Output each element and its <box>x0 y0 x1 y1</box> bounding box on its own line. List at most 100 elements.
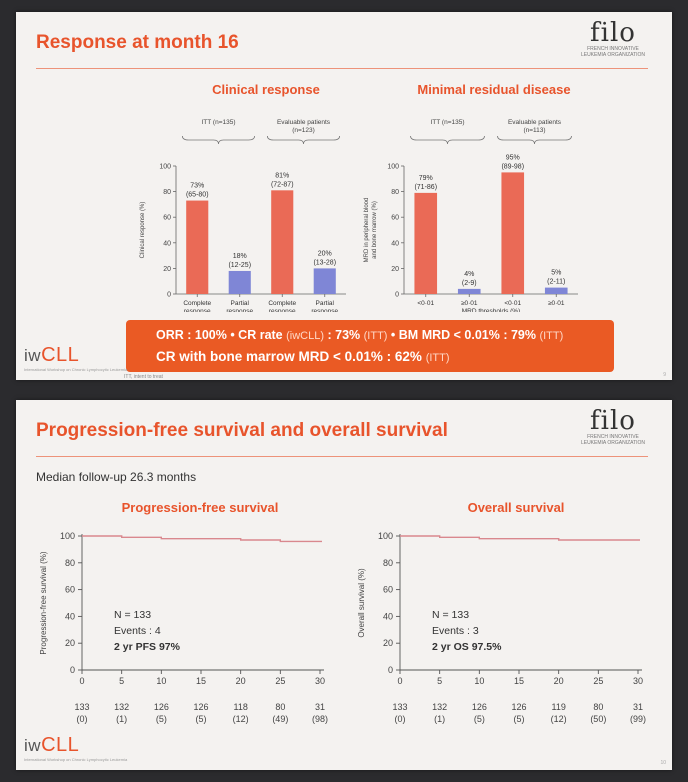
median-follow-up: Median follow-up 26.3 months <box>36 470 197 484</box>
logo-word: filo <box>590 406 636 436</box>
os-title: Overall survival <box>467 500 565 515</box>
group-brace <box>181 135 256 145</box>
logo-sub-line1: FRENCH INNOVATIVE <box>587 434 639 440</box>
survival-curve <box>400 535 640 541</box>
bar-ci-label: (72-87) <box>271 181 294 188</box>
category-label: response <box>226 308 253 312</box>
bar-ci-label: (13-28) <box>313 259 336 266</box>
bar <box>544 287 568 294</box>
x-tick-label: 10 <box>474 676 484 686</box>
group-label: ITT (n=135) <box>430 119 464 126</box>
bar-ci-label: (2-11) <box>547 279 565 286</box>
page-number: 10 <box>660 760 666 766</box>
banner-itt-note-1: (ITT) <box>363 330 388 342</box>
bar-value-label: 4% <box>464 271 474 278</box>
y-axis-label: and bone marrow (%) <box>372 201 378 259</box>
at-risk-censored: (5) <box>514 714 525 724</box>
iwcll-sub: International Workshop on Chronic Lympho… <box>24 367 128 372</box>
y-tick-label: 60 <box>163 215 171 222</box>
y-tick-label: 20 <box>383 638 393 648</box>
x-tick-label: 25 <box>593 676 603 686</box>
bar-value-label: 95% <box>506 154 520 161</box>
at-risk-censored: (0) <box>77 714 88 724</box>
at-risk-count: 133 <box>74 702 89 712</box>
group-sublabel: (n=113) <box>523 127 545 134</box>
bar-ci-label: (65-80) <box>186 192 209 199</box>
y-tick-label: 40 <box>65 611 75 621</box>
iwcll-wordmark: iwCLL <box>24 344 127 367</box>
bar-value-label: 73% <box>190 183 204 190</box>
bar-ci-label: (2-9) <box>462 280 477 287</box>
bar-value-label: 18% <box>233 253 247 260</box>
banner-cr-bm-mrd: CR with bone marrow MRD < 0.01% : 62% <box>156 349 426 364</box>
x-tick-label: 0 <box>79 676 84 686</box>
survival-curve <box>82 535 322 543</box>
bar <box>457 288 481 294</box>
filo-logo: filo FRENCH INNOVATIVE LEUKEMIA ORGANIZA… <box>568 20 658 58</box>
at-risk-censored: (49) <box>272 714 288 724</box>
bar-ci-label: (12-25) <box>228 262 251 269</box>
bar-value-label: 81% <box>275 172 289 179</box>
annotation-estimate: 2 yr OS 97.5% <box>432 641 502 653</box>
bar-value-label: 5% <box>551 270 561 277</box>
y-tick-label: 40 <box>163 240 171 247</box>
category-label: Partial <box>316 300 335 307</box>
bar <box>313 268 336 294</box>
y-axis-label: MRD in peripheral blood <box>364 198 370 263</box>
banner-cr-value: : 73% <box>324 328 364 342</box>
group-label: Evaluable patients <box>277 119 331 126</box>
at-risk-count: 31 <box>633 702 643 712</box>
category-label: response <box>311 308 338 312</box>
y-tick-label: 40 <box>383 611 393 621</box>
category-label: <0·01 <box>417 300 434 307</box>
group-label: Evaluable patients <box>508 119 562 126</box>
slide-response-month-16: Response at month 16 filo FRENCH INNOVAT… <box>16 12 672 380</box>
bar-ci-label: (71-86) <box>414 184 437 191</box>
y-tick-label: 100 <box>387 164 399 171</box>
y-tick-label: 20 <box>65 638 75 648</box>
annotation: Events : 4 <box>114 625 161 637</box>
group-brace <box>497 135 572 145</box>
banner-itt-note-2: (ITT) <box>539 330 564 342</box>
annotation: N = 133 <box>432 609 469 621</box>
category-label: response <box>269 308 296 312</box>
iwcll-logo: iwCLL International Workshop on Chronic … <box>24 734 127 762</box>
iwcll-pre: iw <box>24 736 42 755</box>
filo-logo: filo FRENCH INNOVATIVE LEUKEMIA ORGANIZA… <box>568 408 658 446</box>
y-tick-label: 100 <box>60 531 75 541</box>
group-sublabel: (n=123) <box>292 127 315 134</box>
bar-value-label: 20% <box>318 250 332 257</box>
y-tick-label: 60 <box>383 585 393 595</box>
category-label: response <box>184 308 211 312</box>
iwcll-logo: iwCLL International Workshop on Chronic … <box>24 344 127 372</box>
iwcll-wordmark: iwCLL <box>24 734 127 757</box>
clinical-response-title: Clinical response <box>212 82 320 97</box>
y-tick-label: 80 <box>65 558 75 568</box>
iwcll-sub: International Workshop on Chronic Lympho… <box>24 757 128 762</box>
group-label: ITT (n=135) <box>201 119 235 126</box>
y-tick-label: 60 <box>391 215 399 222</box>
group-brace <box>266 135 341 145</box>
bar-value-label: 79% <box>419 175 433 182</box>
title-divider <box>36 68 648 69</box>
category-label: Partial <box>231 300 250 307</box>
iwcll-main: CLL <box>41 344 80 366</box>
at-risk-count: 133 <box>392 702 407 712</box>
at-risk-censored: (99) <box>630 714 646 724</box>
at-risk-count: 126 <box>472 702 487 712</box>
slide-title: Response at month 16 <box>36 32 239 53</box>
at-risk-censored: (5) <box>474 714 485 724</box>
category-label: ≥0·01 <box>548 300 565 307</box>
at-risk-censored: (5) <box>156 714 167 724</box>
logo-sub-line1: FRENCH INNOVATIVE <box>587 46 639 52</box>
at-risk-censored: (98) <box>312 714 328 724</box>
y-tick-label: 80 <box>163 189 171 196</box>
at-risk-censored: (0) <box>395 714 406 724</box>
banner-bm-mrd: • BM MRD < 0.01% : 79% <box>387 328 540 342</box>
x-tick-label: 25 <box>275 676 285 686</box>
y-axis-label: Clinical response (%) <box>140 202 146 259</box>
title-divider <box>36 456 648 457</box>
at-risk-count: 118 <box>233 702 247 712</box>
x-tick-label: 30 <box>315 676 325 686</box>
x-tick-label: 0 <box>397 676 402 686</box>
